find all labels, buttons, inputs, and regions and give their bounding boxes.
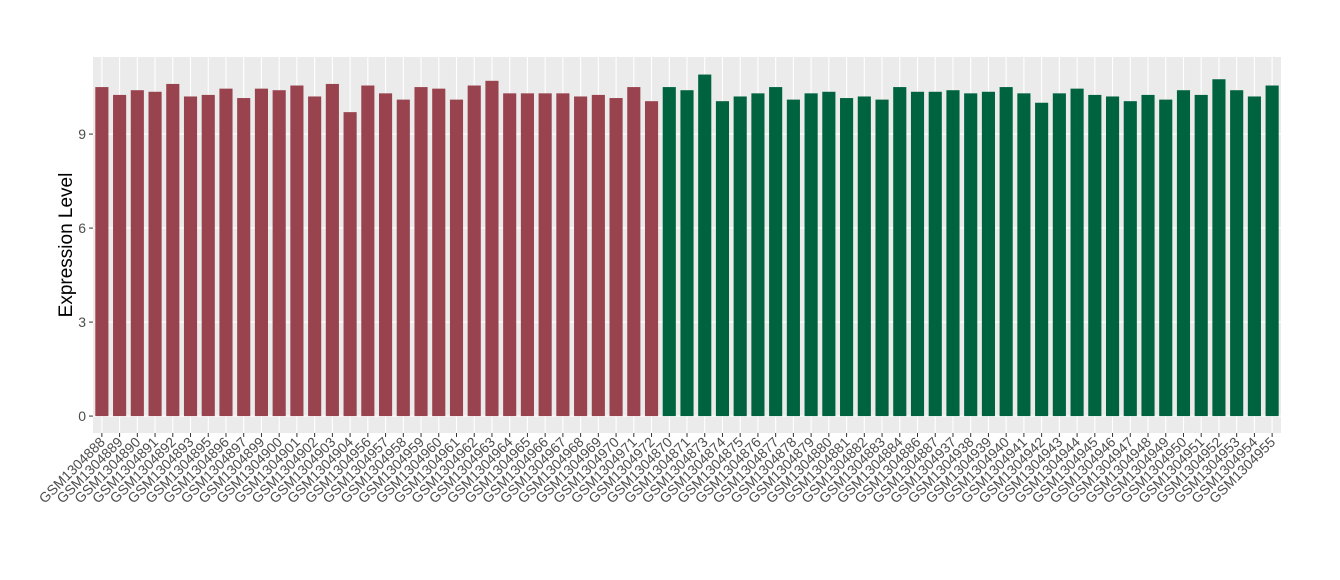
bar — [290, 85, 304, 417]
bar — [804, 93, 818, 417]
bar — [1070, 88, 1084, 417]
bar — [680, 90, 694, 417]
bar — [148, 91, 162, 417]
bar — [822, 91, 836, 417]
bar — [254, 88, 269, 417]
bar — [1212, 79, 1226, 417]
bar — [343, 112, 357, 417]
bar — [946, 90, 960, 417]
bar — [698, 74, 712, 417]
bar — [396, 99, 410, 417]
bar — [414, 87, 428, 417]
bar — [130, 90, 144, 417]
bar — [999, 87, 1013, 417]
bar — [840, 98, 854, 417]
y-axis-label: Expression Level — [56, 173, 77, 318]
bar — [95, 87, 109, 417]
bar — [556, 93, 570, 417]
bar — [467, 85, 481, 417]
bar — [1247, 96, 1261, 417]
bar — [574, 96, 588, 417]
bar — [591, 94, 605, 417]
bar — [786, 99, 800, 417]
bar — [538, 93, 552, 417]
bar — [1123, 101, 1137, 417]
bar — [1017, 93, 1031, 417]
bar — [857, 96, 871, 417]
bar — [893, 87, 907, 417]
bar — [662, 87, 676, 417]
bar — [361, 85, 375, 417]
bar — [272, 90, 286, 417]
bar — [769, 87, 783, 417]
bar — [1088, 94, 1102, 417]
bar — [715, 101, 730, 417]
bar — [219, 88, 233, 417]
bar — [644, 101, 659, 417]
bar — [520, 93, 534, 417]
bar — [1105, 96, 1120, 417]
bar — [964, 93, 978, 417]
bar — [325, 83, 339, 417]
bar — [928, 91, 942, 417]
bar — [1035, 102, 1049, 417]
y-tick-label: 3 — [78, 314, 86, 330]
bar — [1159, 99, 1173, 417]
bar — [609, 98, 623, 417]
bar — [733, 96, 747, 417]
bar — [751, 93, 765, 417]
bar — [1230, 90, 1244, 417]
bar — [627, 87, 641, 417]
bar — [379, 93, 393, 417]
bar — [166, 83, 180, 417]
bar — [1265, 85, 1279, 417]
bar — [910, 91, 925, 417]
bar — [308, 96, 322, 417]
bar — [1194, 94, 1208, 417]
bar — [432, 88, 446, 417]
bar — [503, 93, 517, 417]
bar — [237, 98, 251, 417]
bar — [875, 99, 889, 417]
bar — [183, 96, 198, 417]
bar — [1141, 94, 1155, 417]
bar — [201, 94, 215, 417]
bar — [449, 99, 464, 417]
bar — [1176, 90, 1191, 417]
y-tick-label: 0 — [78, 408, 86, 424]
bar — [981, 91, 995, 417]
y-tick-label: 9 — [78, 126, 86, 142]
bar — [1052, 93, 1066, 417]
bar — [485, 80, 499, 417]
bar — [113, 94, 127, 417]
y-tick-label: 6 — [78, 220, 86, 236]
